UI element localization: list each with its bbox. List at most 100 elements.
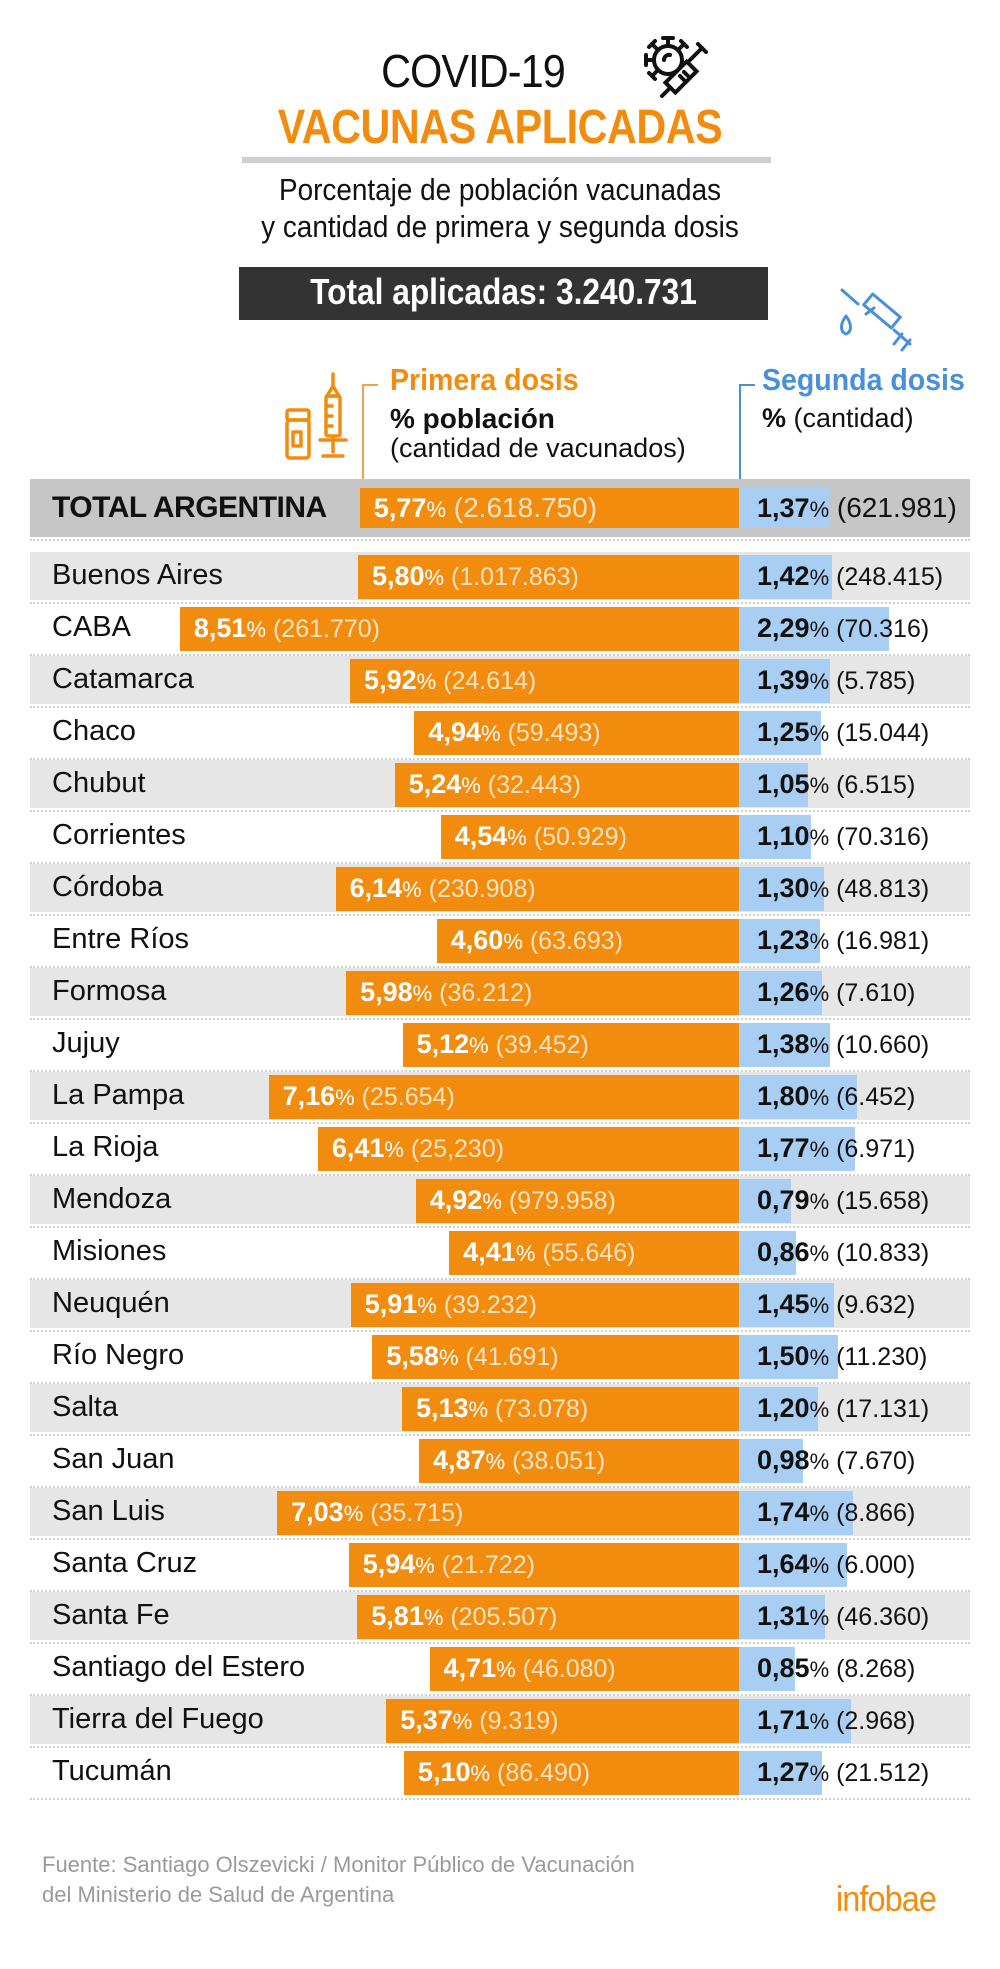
province-name: Entre Ríos (52, 923, 189, 955)
second-dose-bar (739, 488, 829, 528)
first-dose-bar (372, 1335, 739, 1379)
first-dose-unit-note: (cantidad de vacunados) (390, 433, 686, 463)
percent-sign: % (417, 1293, 437, 1318)
second-dose-value-label: 1,45% (9.632) (757, 1289, 915, 1320)
second-dose-value-label: 0,98% (7.670) (757, 1445, 915, 1476)
percent-sign: % (809, 1657, 830, 1682)
first-dose-value-label: 5,91% (39.232) (365, 1289, 537, 1320)
first-dose-quantity: (46.080) (515, 1655, 616, 1683)
subtitle-line-1: Porcentaje de población vacunadas (278, 172, 722, 207)
percent-sign: % (482, 1189, 502, 1214)
second-dose-value-label: 1,31% (46.360) (757, 1601, 929, 1632)
first-dose-quantity: (55.646) (535, 1239, 636, 1267)
second-dose-quantity: (6.000) (829, 1551, 916, 1579)
row-separator (30, 654, 970, 656)
percent-sign: % (809, 1033, 830, 1058)
first-dose-quantity: (230.908) (421, 875, 536, 903)
percent-sign: % (809, 929, 830, 954)
second-dose-percent: 1,50 (757, 1341, 810, 1371)
percent-sign: % (485, 1449, 506, 1474)
second-dose-percent: 0,85 (757, 1653, 810, 1683)
first-dose-quantity: (59.493) (500, 719, 601, 747)
second-dose-percent: 1,37 (757, 493, 810, 523)
first-dose-percent: 5,80 (371, 561, 425, 591)
second-dose-value-label: 1,80% (6.452) (757, 1081, 915, 1112)
row-separator (30, 810, 970, 812)
second-dose-percent: 1,74 (757, 1497, 810, 1527)
first-dose-quantity: (205.507) (443, 1603, 558, 1631)
row-separator (30, 1278, 970, 1280)
percent-sign: % (426, 497, 447, 522)
second-dose-value-label: 2,29% (70.316) (757, 613, 929, 644)
second-dose-value-label: 1,30% (48.813) (757, 873, 929, 904)
second-dose-unit-note: (cantidad) (786, 403, 914, 433)
row-separator (30, 1070, 970, 1072)
row-separator (30, 1694, 970, 1696)
percent-sign: % (424, 565, 445, 590)
first-dose-quantity: (2.618.750) (446, 492, 598, 523)
first-dose-value-label: 6,41% (25,230) (332, 1133, 504, 1164)
second-dose-value-label: 1,37% (621.981) (757, 492, 957, 524)
first-dose-percent: 7,16 (282, 1081, 336, 1111)
percent-sign: % (402, 877, 422, 902)
first-dose-bar (357, 1595, 739, 1639)
second-dose-quantity: (15.658) (829, 1187, 930, 1215)
percent-sign: % (809, 1397, 830, 1422)
second-dose-quantity: (6.452) (829, 1083, 916, 1111)
second-dose-quantity: (621.981) (829, 492, 957, 523)
first-dose-bar (317, 1127, 739, 1171)
second-dose-percent: 1,26 (757, 977, 810, 1007)
second-dose-quantity: (15.044) (829, 719, 930, 747)
percent-sign: % (809, 1449, 830, 1474)
first-dose-value-label: 5,24% (32.443) (409, 769, 581, 800)
second-dose-percent: 1,25 (757, 717, 810, 747)
percent-sign: % (412, 981, 433, 1006)
total-applied-box (239, 267, 768, 320)
second-dose-percent: 1,77 (757, 1133, 810, 1163)
second-dose-bar (739, 1127, 856, 1171)
province-name: Chaco (52, 715, 136, 747)
percent-sign: % (461, 773, 481, 798)
percent-sign: % (384, 1137, 404, 1162)
first-dose-value-label: 4,87% (38.051) (433, 1445, 605, 1476)
percent-sign: % (438, 1345, 459, 1370)
first-dose-percent: 5,10 (417, 1757, 471, 1787)
second-dose-percent: 1,38 (757, 1029, 810, 1059)
first-dose-heading: Primera dosis (390, 362, 579, 397)
first-dose-quantity: (35.715) (363, 1499, 464, 1527)
second-dose-bar (739, 1075, 858, 1119)
first-dose-quantity: (1.017.863) (444, 563, 579, 591)
second-dose-quantity: (70.316) (829, 823, 930, 851)
first-dose-quantity: (261.770) (266, 615, 380, 643)
first-dose-bar (268, 1075, 739, 1119)
province-name: Corrientes (52, 819, 186, 851)
province-name: La Rioja (52, 1131, 159, 1163)
row-separator (30, 1798, 970, 1800)
second-dose-quantity: (70.316) (829, 615, 930, 643)
first-dose-quantity: (86.490) (490, 1759, 591, 1787)
second-dose-value-label: 1,05% (6.515) (757, 769, 915, 800)
second-dose-bar (739, 815, 812, 859)
first-dose-value-label: 5,13% (73.078) (416, 1393, 588, 1424)
province-name: Jujuy (52, 1027, 120, 1059)
first-dose-value-label: 6,14% (230.908) (350, 873, 536, 904)
province-name: Neuquén (52, 1287, 170, 1319)
second-dose-percent: 1,27 (757, 1757, 810, 1787)
second-dose-bar (739, 1231, 796, 1275)
second-dose-bracket-line (739, 384, 741, 480)
province-name: Chubut (52, 767, 146, 799)
row-separator (30, 914, 970, 916)
first-dose-percent: 5,77 (373, 493, 427, 523)
percent-sign: % (481, 721, 501, 746)
row-separator (30, 758, 970, 760)
percent-sign: % (515, 1241, 536, 1266)
percent-sign: % (415, 1553, 435, 1578)
second-dose-quantity: (17.131) (829, 1395, 930, 1423)
province-name: Santa Cruz (52, 1547, 198, 1579)
second-dose-percent: 1,80 (757, 1081, 810, 1111)
second-dose-bar (739, 1023, 830, 1067)
second-dose-percent: 2,29 (757, 613, 810, 643)
second-dose-quantity: (6.515) (829, 771, 916, 799)
province-name: CABA (52, 611, 131, 643)
province-name: Misiones (52, 1235, 167, 1267)
